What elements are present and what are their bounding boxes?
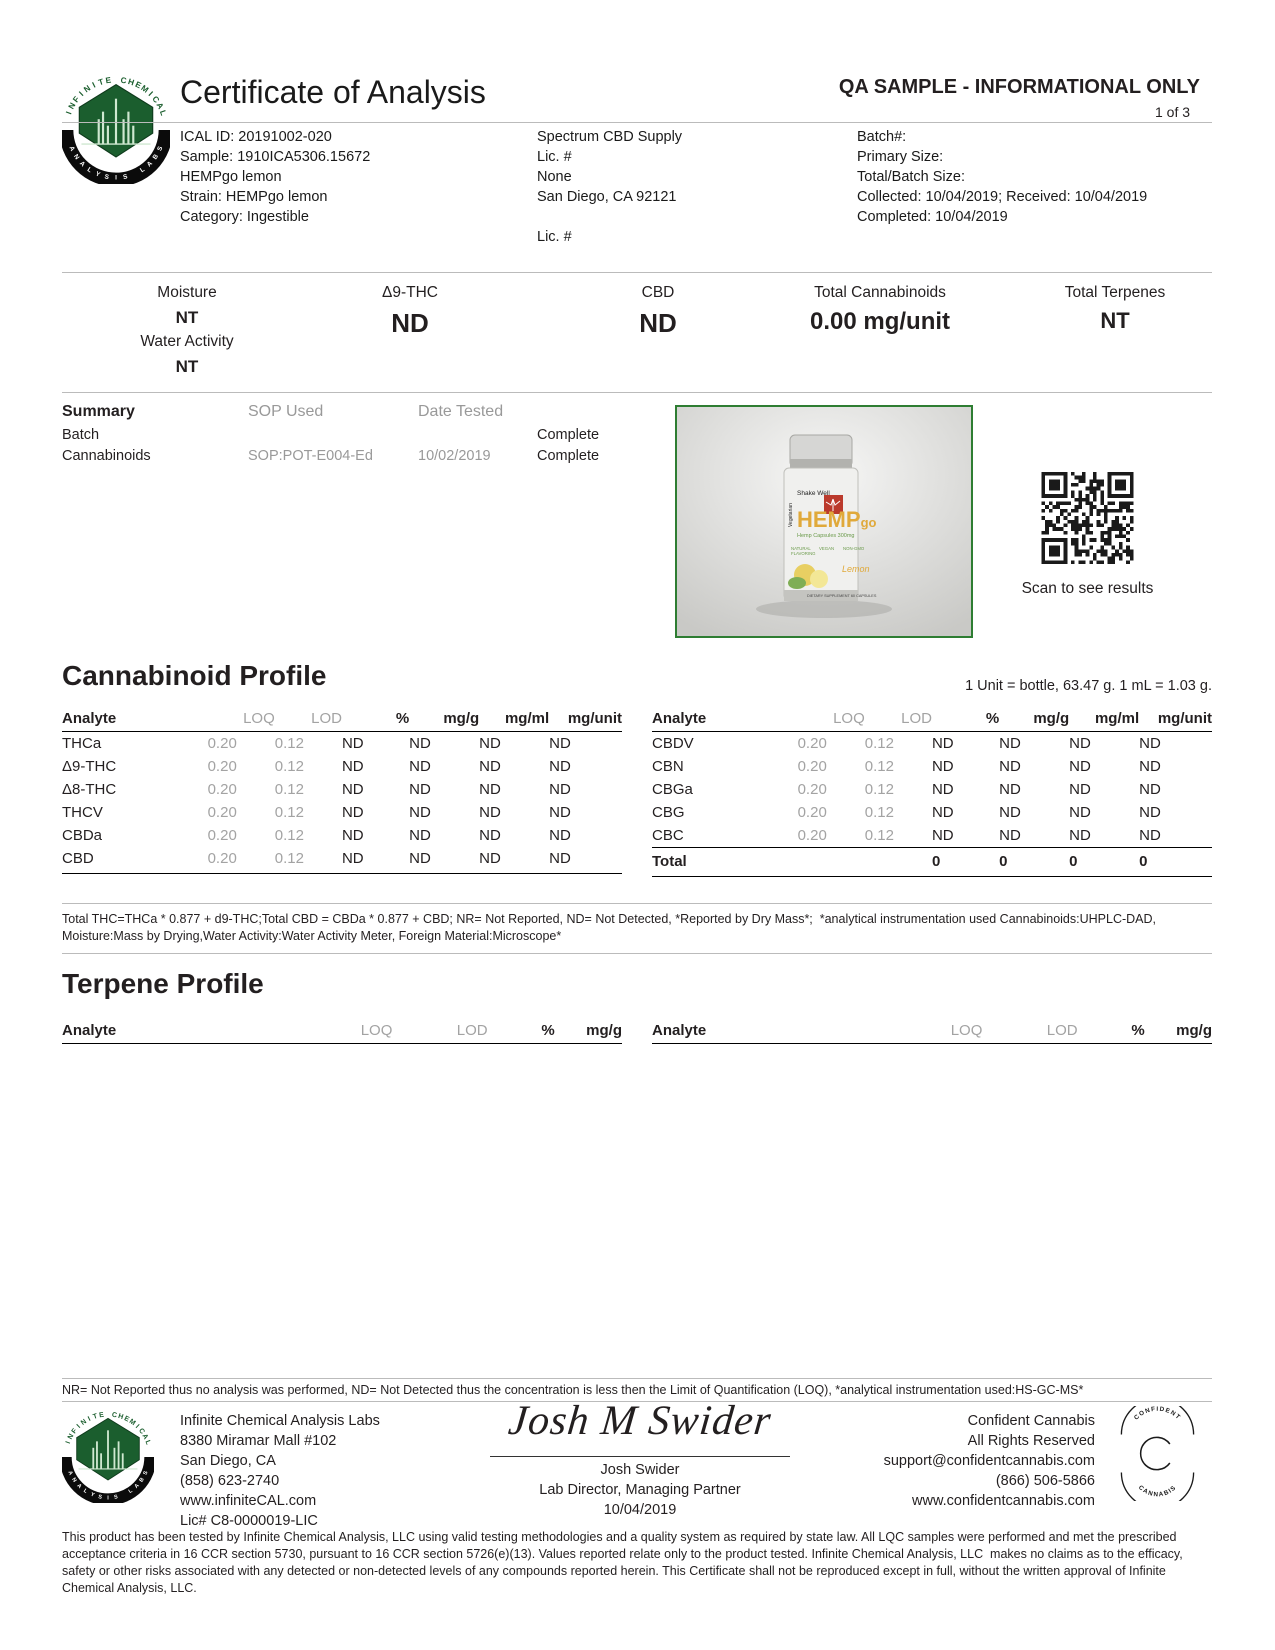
- svg-text:I: I: [87, 1416, 92, 1423]
- svg-text:Shake Well: Shake Well: [797, 490, 830, 497]
- svg-text:F: F: [71, 95, 81, 104]
- svg-text:CONFIDENT: CONFIDENT: [1133, 1406, 1182, 1422]
- svg-text:I: I: [65, 1440, 72, 1444]
- svg-text:L: L: [143, 1439, 151, 1446]
- svg-text:Vegetarian: Vegetarian: [788, 503, 794, 527]
- svg-text:DIETARY SUPPLEMENT 60 CAPSULE: DIETARY SUPPLEMENT 60 CAPSULES: [807, 594, 877, 598]
- svg-text:C: C: [111, 1412, 117, 1420]
- svg-text:NON-GMO: NON-GMO: [843, 546, 865, 551]
- svg-text:CANNABIS: CANNABIS: [1137, 1484, 1178, 1498]
- svg-text:N: N: [80, 1418, 88, 1427]
- svg-text:Hemp Capsules 300mg: Hemp Capsules 300mg: [797, 533, 854, 539]
- svg-text:T: T: [97, 77, 104, 87]
- svg-text:L: L: [158, 109, 168, 117]
- svg-text:I: I: [115, 175, 117, 182]
- svg-text:N: N: [82, 84, 92, 95]
- svg-text:I: I: [64, 110, 73, 115]
- svg-text:VEGAN: VEGAN: [819, 546, 834, 551]
- svg-text:Lemon: Lemon: [842, 564, 870, 574]
- svg-text:FLAVORING: FLAVORING: [791, 551, 816, 556]
- svg-text:C: C: [120, 76, 127, 85]
- svg-text:I: I: [91, 81, 97, 90]
- svg-text:E: E: [99, 1412, 105, 1420]
- svg-text:E: E: [105, 76, 112, 85]
